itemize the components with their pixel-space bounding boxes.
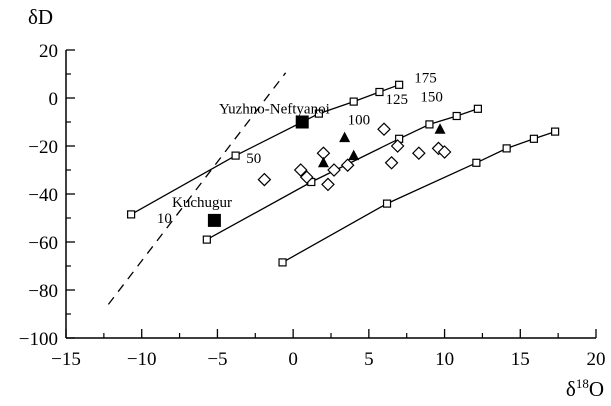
y-tick-label: 20 bbox=[39, 41, 58, 62]
open-diamond-point bbox=[321, 177, 335, 192]
open-square-point bbox=[202, 235, 211, 244]
series-7 bbox=[107, 72, 287, 305]
open-square-point bbox=[452, 111, 461, 121]
filled-square-point bbox=[207, 213, 221, 227]
y-tick-label: −40 bbox=[28, 185, 58, 206]
open-square-point bbox=[529, 134, 539, 143]
open-diamond-point bbox=[390, 139, 405, 153]
x-tick-label: 0 bbox=[288, 349, 298, 370]
x-axis-title-main: δ bbox=[566, 377, 576, 401]
y-axis-title: δD bbox=[28, 5, 53, 29]
open-square-point bbox=[502, 144, 511, 153]
open-square-point bbox=[473, 104, 482, 113]
y-tick-label: −60 bbox=[28, 233, 58, 254]
series-3 bbox=[278, 127, 560, 267]
open-diamond-point bbox=[340, 158, 355, 173]
open-diamond-point bbox=[257, 172, 272, 187]
open-diamond-point bbox=[299, 170, 314, 185]
annotation-label: 50 bbox=[246, 151, 261, 167]
y-tick-label: −80 bbox=[28, 281, 58, 302]
y-tick-label: −100 bbox=[19, 329, 58, 350]
open-square-point bbox=[425, 120, 434, 129]
axes: δD δ18O bbox=[28, 5, 604, 401]
open-diamond-point bbox=[327, 163, 341, 177]
annotation-label: 150 bbox=[420, 90, 443, 106]
x-axis-title-tail: O bbox=[589, 377, 604, 401]
annotation-label: 125 bbox=[386, 92, 409, 108]
y-tick-label: 0 bbox=[49, 89, 59, 110]
filled-square-point bbox=[295, 115, 309, 129]
dashed-line bbox=[107, 72, 287, 305]
x-tick-label: −15 bbox=[51, 349, 81, 370]
open-diamond-point bbox=[437, 145, 452, 159]
annotation-label: 100 bbox=[348, 112, 371, 128]
x-tick-label: 20 bbox=[587, 349, 606, 370]
annotation-label: Yuzhno-Neftyanoi bbox=[219, 102, 330, 118]
series-1 bbox=[127, 80, 404, 219]
open-diamond-point bbox=[384, 155, 399, 170]
x-axis-title-sup: 18 bbox=[576, 376, 589, 391]
x-tick-label: 5 bbox=[364, 349, 374, 370]
y-ticks: 20 0 −20 −40 −60 −80 −100 bbox=[19, 41, 75, 350]
filled-triangle-point bbox=[317, 156, 329, 168]
filled-triangle-point bbox=[434, 123, 446, 134]
open-diamond-point bbox=[377, 122, 391, 137]
open-square-point bbox=[551, 127, 560, 136]
series-6 bbox=[207, 115, 309, 227]
open-square-point bbox=[278, 258, 287, 267]
x-tick-label: 15 bbox=[511, 349, 530, 370]
open-square-point bbox=[231, 151, 240, 160]
open-diamond-point bbox=[411, 146, 426, 161]
x-tick-label: −5 bbox=[207, 349, 227, 370]
series-2 bbox=[202, 104, 482, 244]
filled-triangle-point bbox=[339, 131, 351, 143]
x-tick-label: −10 bbox=[127, 349, 157, 370]
filled-triangle-point bbox=[348, 149, 360, 161]
x-tick-label: 10 bbox=[435, 349, 454, 370]
open-square-point bbox=[127, 210, 136, 219]
open-square-point bbox=[349, 97, 358, 106]
series-5 bbox=[317, 123, 446, 168]
open-square-point bbox=[472, 158, 481, 167]
open-square-point bbox=[375, 87, 384, 97]
annotation-label: 10 bbox=[157, 211, 172, 227]
open-square-point bbox=[314, 109, 323, 118]
series-line bbox=[206, 108, 479, 241]
open-diamond-point bbox=[293, 163, 308, 177]
annotation-label: Kuchugur bbox=[172, 195, 232, 211]
series-layer bbox=[107, 72, 560, 305]
open-square-point bbox=[395, 80, 404, 89]
x-ticks: −15 −10 −5 0 5 10 15 20 bbox=[51, 329, 606, 370]
annotation-label: 175 bbox=[414, 70, 437, 86]
x-axis-title: δ18O bbox=[566, 376, 604, 401]
y-tick-label: −20 bbox=[28, 137, 58, 158]
open-square-point bbox=[382, 199, 392, 208]
